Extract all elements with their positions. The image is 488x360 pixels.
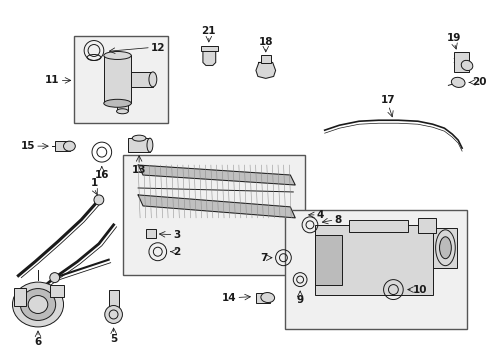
Text: 1: 1 xyxy=(90,178,98,188)
Bar xyxy=(432,228,456,268)
Ellipse shape xyxy=(13,282,63,327)
Ellipse shape xyxy=(20,289,56,320)
Polygon shape xyxy=(138,165,295,185)
Ellipse shape xyxy=(435,230,454,266)
Bar xyxy=(103,55,131,103)
Text: 7: 7 xyxy=(260,253,267,263)
Text: 8: 8 xyxy=(334,215,341,225)
Ellipse shape xyxy=(439,237,450,259)
Ellipse shape xyxy=(116,109,128,114)
Ellipse shape xyxy=(28,296,48,314)
Text: 17: 17 xyxy=(381,95,395,105)
Text: 20: 20 xyxy=(471,77,486,87)
Ellipse shape xyxy=(260,293,274,302)
Ellipse shape xyxy=(132,135,146,141)
Bar xyxy=(55,141,70,151)
Bar xyxy=(116,101,128,111)
Text: 4: 4 xyxy=(316,210,324,220)
Polygon shape xyxy=(138,195,295,218)
Circle shape xyxy=(94,195,103,205)
Text: 2: 2 xyxy=(173,247,181,257)
Circle shape xyxy=(50,273,60,283)
Bar xyxy=(74,36,167,123)
Text: 12: 12 xyxy=(151,42,165,53)
Bar xyxy=(453,53,468,72)
Bar xyxy=(108,289,118,315)
Text: 19: 19 xyxy=(446,32,461,42)
Ellipse shape xyxy=(63,141,75,151)
Bar xyxy=(255,293,269,302)
Ellipse shape xyxy=(450,77,464,87)
Bar xyxy=(201,45,217,50)
Bar xyxy=(285,210,466,329)
Text: 21: 21 xyxy=(201,26,216,36)
Polygon shape xyxy=(255,62,275,78)
Bar xyxy=(50,285,63,297)
Ellipse shape xyxy=(103,51,131,59)
Text: 6: 6 xyxy=(34,337,41,347)
Ellipse shape xyxy=(460,60,472,71)
Text: 9: 9 xyxy=(296,294,303,305)
Text: 3: 3 xyxy=(173,230,181,240)
Text: 16: 16 xyxy=(94,170,109,180)
Bar xyxy=(15,288,26,306)
Text: 10: 10 xyxy=(412,284,427,294)
Ellipse shape xyxy=(149,72,157,87)
Text: 14: 14 xyxy=(221,293,236,302)
Bar xyxy=(348,220,407,232)
Bar xyxy=(146,229,156,238)
Bar xyxy=(131,72,153,87)
Bar xyxy=(128,138,150,152)
Ellipse shape xyxy=(147,138,153,152)
Polygon shape xyxy=(203,49,215,66)
Circle shape xyxy=(104,306,122,323)
Text: 13: 13 xyxy=(132,165,146,175)
Bar xyxy=(314,225,432,294)
Text: 5: 5 xyxy=(110,334,117,345)
Ellipse shape xyxy=(103,99,131,107)
Bar xyxy=(314,235,342,285)
Bar xyxy=(417,218,435,233)
Bar xyxy=(260,55,270,63)
Text: 18: 18 xyxy=(258,36,272,46)
Text: 15: 15 xyxy=(20,141,35,151)
Bar xyxy=(123,155,305,275)
Text: 11: 11 xyxy=(45,75,60,85)
